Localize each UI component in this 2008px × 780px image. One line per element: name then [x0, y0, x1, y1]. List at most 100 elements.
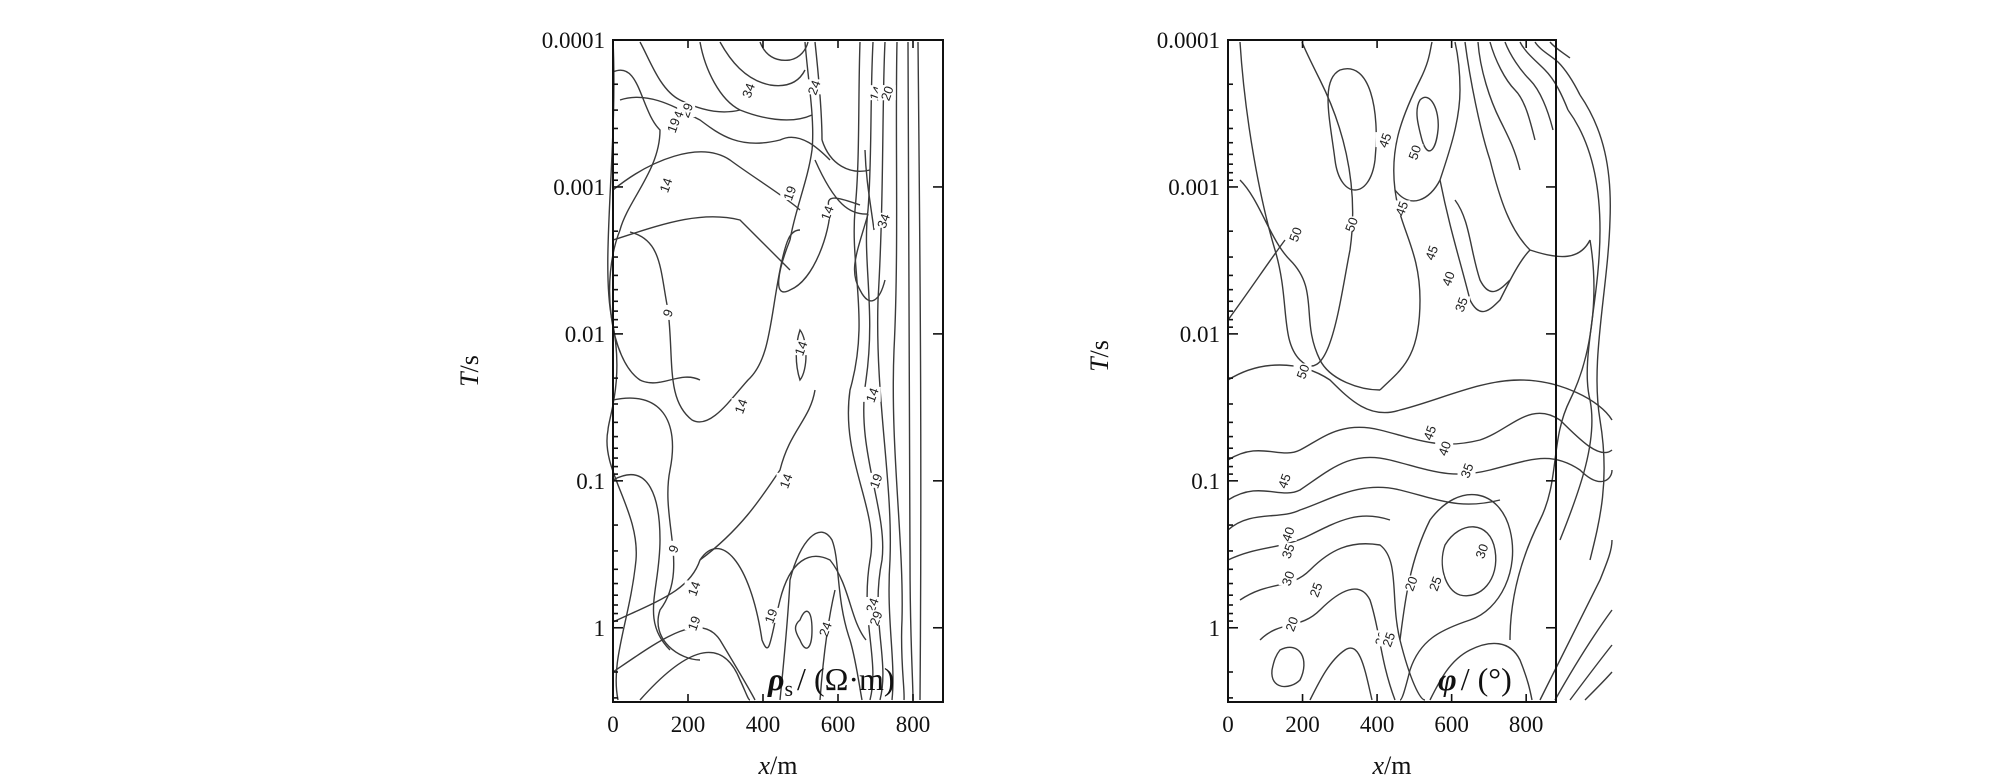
ylabel-resistivity: T/s [455, 355, 484, 387]
contour-label-bg [1425, 575, 1444, 591]
contour-label-bg [1457, 462, 1476, 478]
x-tick-label: 0 [607, 712, 619, 737]
unit-rest: / (°) [1461, 661, 1512, 697]
y-tick-label: 1 [594, 616, 606, 641]
contour-label: 30 [1279, 569, 1298, 588]
contour-label: 50 [1342, 215, 1361, 234]
xlabel-var: x [758, 751, 771, 780]
contour-label-bg [1379, 631, 1398, 647]
ylabel-phase: T/s [1085, 340, 1114, 372]
xlabel-rest: /m [1384, 751, 1411, 780]
contour-label-bg [658, 304, 677, 320]
x-tick-label: 400 [1360, 712, 1395, 737]
contour-label-bg [1438, 270, 1457, 286]
y-tick-label: 0.001 [1168, 175, 1220, 200]
contour-label: 35 [1452, 295, 1471, 314]
x-tick-label: 600 [1434, 712, 1469, 737]
contour-label: 50 [1286, 225, 1305, 244]
contour-label-bg [877, 85, 896, 101]
contour-label: 25 [1426, 574, 1445, 593]
contour-label: 24 [863, 596, 882, 615]
unit-label-resistivity: ρs / (Ω·m) [767, 661, 895, 701]
x-tick-label: 800 [1509, 712, 1544, 737]
contour-label-bg [791, 340, 810, 356]
svg-text:T/s: T/s [1085, 340, 1114, 372]
contour-label: 50 [1405, 143, 1424, 162]
svg-text:T/s: T/s [455, 355, 484, 387]
contour-label: 45 [1392, 199, 1411, 218]
contour-label-bg [804, 79, 823, 95]
contour-label-bg [862, 386, 881, 402]
contour-label: 40 [1435, 439, 1454, 458]
xlabel-phase: x/m [1372, 751, 1412, 780]
contour-label-bg [1282, 615, 1301, 631]
contour-label: 14 [863, 386, 882, 405]
contour-label-bg [815, 621, 834, 637]
y-tick-label: 0.1 [1191, 469, 1220, 494]
x-tick-label: 200 [671, 712, 706, 737]
contour-label-bg [1451, 296, 1470, 312]
unit-symbol: φ [1438, 661, 1457, 697]
contour-label: 34 [874, 212, 893, 231]
contour-label-bg [1286, 226, 1305, 242]
y-tick-label: 1 [1209, 616, 1221, 641]
contour-label-bg [1278, 525, 1297, 541]
contour-label-bg [731, 398, 750, 414]
y-tick-label: 0.01 [1180, 322, 1220, 347]
contour-label-bg [1405, 144, 1424, 160]
contour-label: 20 [1282, 615, 1301, 634]
y-tick-label: 0.001 [553, 175, 605, 200]
unit-label-phase: φ / (°) [1438, 661, 1512, 697]
contour-labels-resistivity: 3429241924142014191434914141414199142419… [656, 78, 896, 638]
contour-label: 40 [1279, 525, 1298, 544]
contour-label-bg [862, 597, 881, 613]
contour-label: 19 [866, 472, 885, 491]
contour-label: 29 [866, 609, 885, 628]
contour-label: 24 [816, 620, 835, 639]
contour-label: 45 [1275, 472, 1294, 491]
ylabel-var: T [1085, 356, 1114, 372]
contour-lines-phase [1227, 41, 1613, 701]
contour-label-bg [684, 580, 703, 596]
contour-label-bg [656, 176, 675, 192]
ticks-resistivity: 0 200 400 600 800 0.0001 0.001 0.01 0.1 1 [542, 28, 943, 737]
x-tick-label: 200 [1285, 712, 1320, 737]
contour-label: 40 [1439, 269, 1458, 288]
contour-label: 35 [1457, 461, 1476, 480]
x-tick-label: 0 [1222, 712, 1234, 737]
contour-label-bg [664, 540, 682, 556]
xlabel-var: x [1372, 751, 1385, 780]
unit-rest: / (Ω·m) [797, 661, 895, 697]
xlabel-resistivity: x/m [758, 751, 798, 780]
ylabel-rest: /s [455, 355, 484, 372]
contour-label-bg [866, 610, 885, 626]
contour-label-bg [1472, 542, 1491, 558]
contour-label-bg [1306, 581, 1325, 597]
contour-label: 14 [776, 472, 795, 491]
contour-label-bg [780, 185, 799, 201]
contour-label-bg [1342, 216, 1360, 232]
ylabel-rest: /s [1085, 340, 1114, 357]
contour-label-bg [1375, 132, 1394, 148]
contour-label-bg [664, 117, 682, 133]
contour-label: 20 [1402, 574, 1421, 593]
contour-label: 45 [1422, 243, 1441, 262]
contour-label: 25 [1307, 580, 1326, 599]
contour-label: 24 [805, 78, 824, 97]
contour-label: 25 [1379, 630, 1398, 649]
contour-label: 19 [685, 614, 704, 633]
y-tick-label: 0.0001 [542, 28, 605, 53]
ylabel-var: T [455, 371, 484, 387]
plot-frame [612, 39, 944, 703]
contour-label-bg [1435, 440, 1454, 456]
unit-symbol: ρ [767, 661, 784, 697]
y-tick-label: 0.1 [576, 469, 605, 494]
contour-label: 14 [685, 579, 704, 598]
contour-label-bg [1420, 424, 1439, 440]
contour-label: 14 [731, 397, 750, 416]
contour-label: 45 [1375, 131, 1394, 150]
ticks-phase: 0 200 400 600 800 0.0001 0.001 0.01 0.1 1 [1157, 28, 1556, 737]
